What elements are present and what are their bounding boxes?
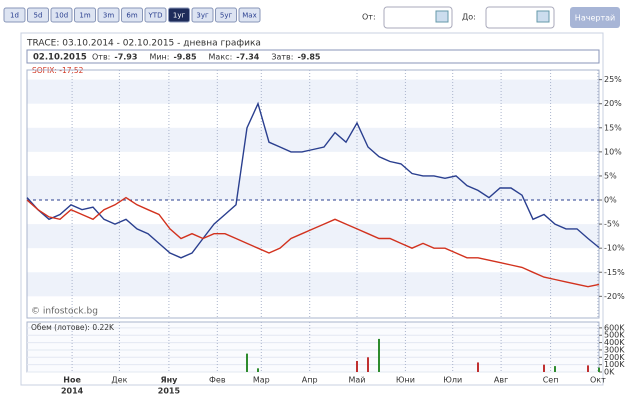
x-tick-label: Дек [111,376,127,385]
range-button[interactable] [238,7,261,23]
info-field-label: Затв: [271,53,293,62]
x-tick-label: Фев [209,376,226,385]
info-field-value: -9.85 [173,53,196,62]
range-button[interactable] [50,7,73,23]
x-tick-year: 2014 [61,387,84,396]
info-date: 02.10.2015 [33,53,87,63]
plot-frame [26,69,600,319]
y-tick-label: 15% [604,123,622,132]
y-tick-label: 25% [604,75,622,84]
y-tick-label: -20% [604,292,625,301]
info-field-label: Макс: [209,53,233,62]
line-sofix [26,196,600,288]
x-tick-label: Яну [160,376,178,385]
chart-frame [20,32,604,386]
volume-y-tick-label: 400K [604,338,625,347]
volume-bar [378,338,380,372]
x-tick-label: Сеп [543,376,559,385]
volume-y-tick-label: 100K [604,360,625,369]
volume-bar [367,357,369,372]
volume-y-tick-label: 300K [604,345,625,354]
volume-bar [356,360,358,372]
volume-bar [587,365,589,372]
x-tick-label: Юни [396,376,415,385]
range-button-label: 1d [10,12,19,20]
y-tick-label: -5% [604,220,620,229]
y-tick-label: 10% [604,147,622,156]
volume-bar [554,366,556,372]
range-button[interactable] [97,7,120,23]
range-button[interactable] [3,7,26,23]
range-button[interactable] [74,7,96,23]
grid-band [27,127,599,152]
x-tick-label: Май [348,376,365,385]
volume-bar [257,368,259,372]
range-button[interactable] [168,7,190,23]
grid-band [27,79,599,104]
y-tick-label: 20% [604,99,622,108]
volume-y-tick-label: 600K [604,323,625,332]
draw-button-label: Начертай [575,14,615,23]
x-tick-label: Авг [494,376,508,385]
range-button-label: 5d [34,12,43,20]
volume-y-tick-label: 200K [604,353,625,362]
x-tick-label: Апр [302,376,318,385]
range-button[interactable] [215,7,237,23]
volume-y-tick-label: 0K [604,368,615,377]
y-tick-label: -10% [604,244,625,253]
volume-y-tick-label: 500K [604,331,625,340]
info-field-value: -7.93 [114,53,137,62]
chart-title: TRACE: 03.10.2014 - 02.10.2015 - дневна … [26,39,261,49]
range-button[interactable] [27,7,49,23]
to-label: До: [462,13,476,22]
y-tick-label: 0% [604,196,617,205]
volume-label: Обем (лотове): 0.22K [31,323,115,332]
x-tick-label: Окт [590,376,606,385]
volume-frame [26,321,600,373]
range-button[interactable] [144,7,167,23]
volume-bar [598,367,600,372]
from-input[interactable] [383,6,453,29]
calendar-icon[interactable] [536,10,550,23]
range-button-label: 5уг [220,12,233,20]
volume-bar [543,364,545,372]
draw-button[interactable] [570,7,620,28]
x-tick-label: Юли [443,376,462,385]
range-button-label: Max [242,12,256,20]
info-field-label: Мин: [149,53,169,62]
range-button-label: 3уг [196,12,209,20]
calendar-icon[interactable] [435,10,449,23]
x-tick-year: 2015 [158,387,181,396]
range-button[interactable] [191,7,214,23]
range-button-label: YTD [148,12,163,20]
y-tick-label: -15% [604,268,625,277]
volume-bar [246,353,248,372]
info-field-value: -9.85 [297,53,320,62]
x-tick-label: Мар [253,376,270,385]
watermark: © infostock.bg [31,307,98,317]
range-button-label: 1уг [173,12,186,20]
x-tick-label: Ное [63,376,81,385]
volume-bar [477,362,479,372]
info-field-value: -7.34 [236,53,259,62]
grid-band [27,175,599,201]
info-field-label: Отв: [92,53,110,62]
y-tick-label: 5% [604,171,617,180]
range-button-label: 10d [55,12,68,20]
range-button-label: 3m [103,12,114,20]
range-button-label: 6m [126,12,137,20]
range-button-label: 1m [79,12,90,20]
line-trace [26,101,600,259]
range-button[interactable] [121,7,143,23]
info-box [26,49,600,64]
grid-band [27,224,599,249]
from-label: От: [362,13,376,22]
grid-band [27,272,599,297]
